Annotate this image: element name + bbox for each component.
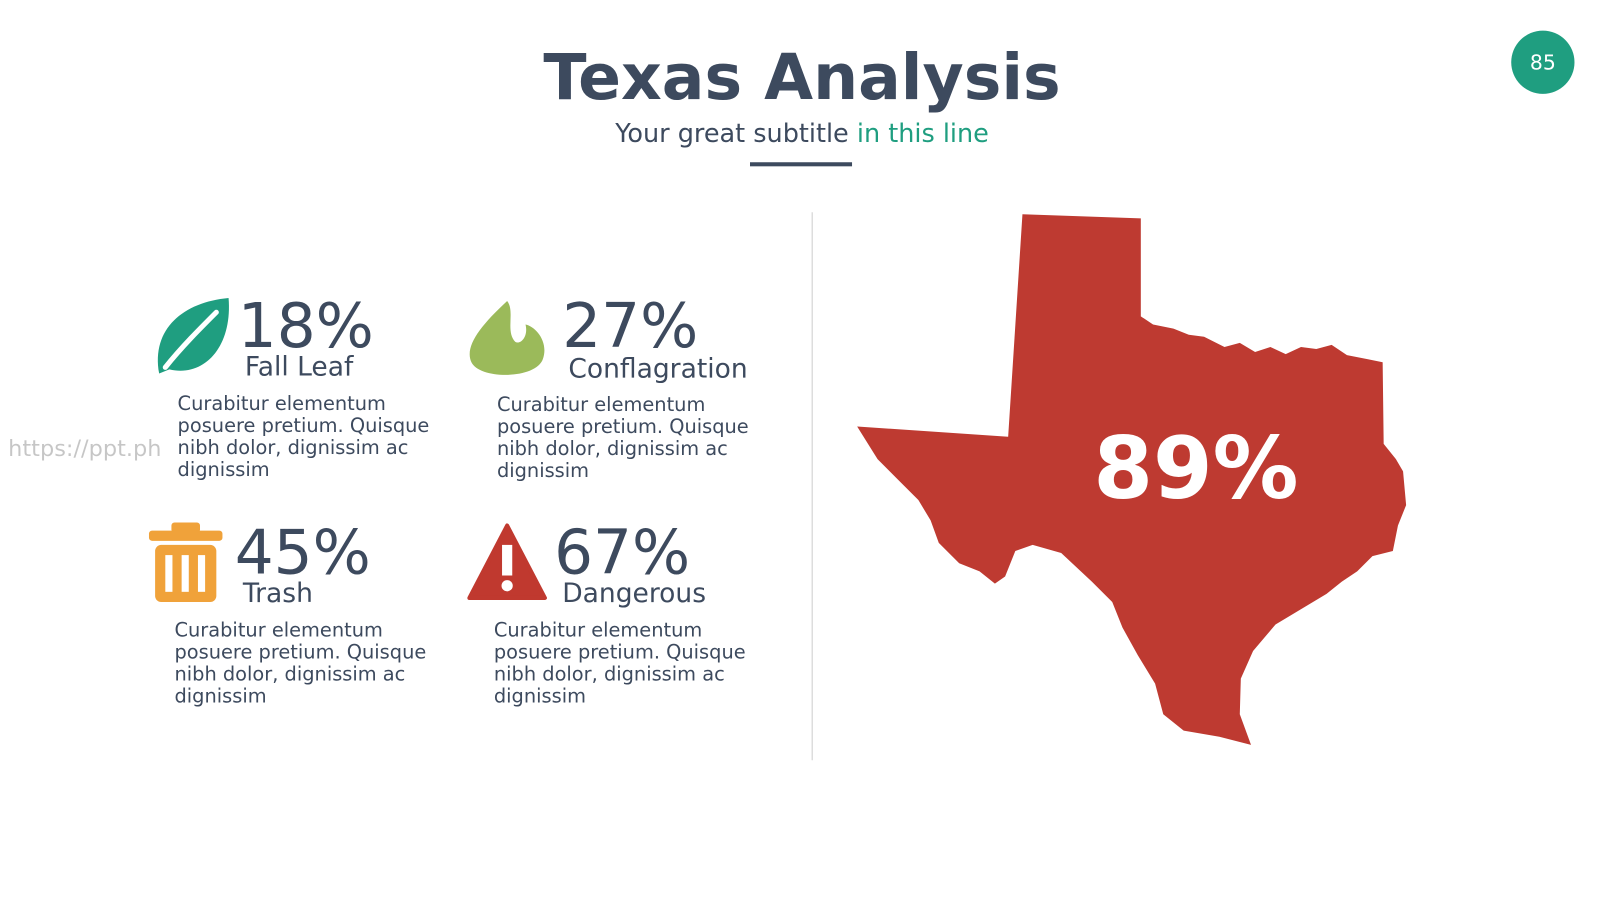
item-label: Fall Leaf — [245, 352, 354, 383]
item-text: Curabitur elementum — [178, 392, 386, 415]
item-percent: 27% — [562, 291, 698, 362]
item-text: Curabitur elementum — [497, 393, 705, 416]
item-text: nibh dolor, dignissim ac — [174, 663, 405, 686]
item-text: dignissim — [497, 459, 589, 482]
watermark: https://ppt.ph — [8, 436, 161, 462]
map-percent: 89% — [1093, 419, 1298, 519]
item-percent: 45% — [235, 517, 371, 588]
flame-icon — [469, 301, 545, 375]
item-label: Trash — [242, 578, 313, 609]
item-text: dignissim — [494, 685, 586, 708]
title: Texas Analysis — [543, 40, 1060, 114]
warning-icon — [467, 523, 547, 600]
item-text: nibh dolor, dignissim ac — [497, 437, 728, 460]
page-number: 85 — [1530, 50, 1556, 74]
item-percent: 18% — [238, 291, 374, 362]
leaf-icon — [157, 297, 229, 374]
page-badge — [1511, 30, 1575, 94]
item-label: Dangerous — [562, 578, 706, 609]
item-text: posuere pretium. Quisque — [174, 641, 426, 664]
subtitle: Your great subtitle in this line — [614, 119, 989, 149]
item-text: Curabitur elementum — [174, 619, 382, 642]
item-text: nibh dolor, dignissim ac — [178, 436, 409, 459]
title-underline — [750, 162, 853, 167]
item-text: nibh dolor, dignissim ac — [494, 663, 725, 686]
item-label: Conflagration — [568, 354, 747, 385]
item-text: dignissim — [178, 458, 270, 481]
texas-map — [857, 214, 1407, 745]
trash-icon — [148, 522, 223, 603]
item-text: posuere pretium. Quisque — [494, 641, 746, 664]
item-text: Curabitur elementum — [494, 619, 702, 642]
item-text: posuere pretium. Quisque — [497, 415, 749, 438]
item-percent: 67% — [554, 517, 690, 588]
item-text: dignissim — [174, 685, 266, 708]
item-text: posuere pretium. Quisque — [178, 414, 430, 437]
subtitle-highlight: in this line — [857, 119, 989, 149]
subtitle-main: Your great subtitle — [614, 119, 849, 149]
